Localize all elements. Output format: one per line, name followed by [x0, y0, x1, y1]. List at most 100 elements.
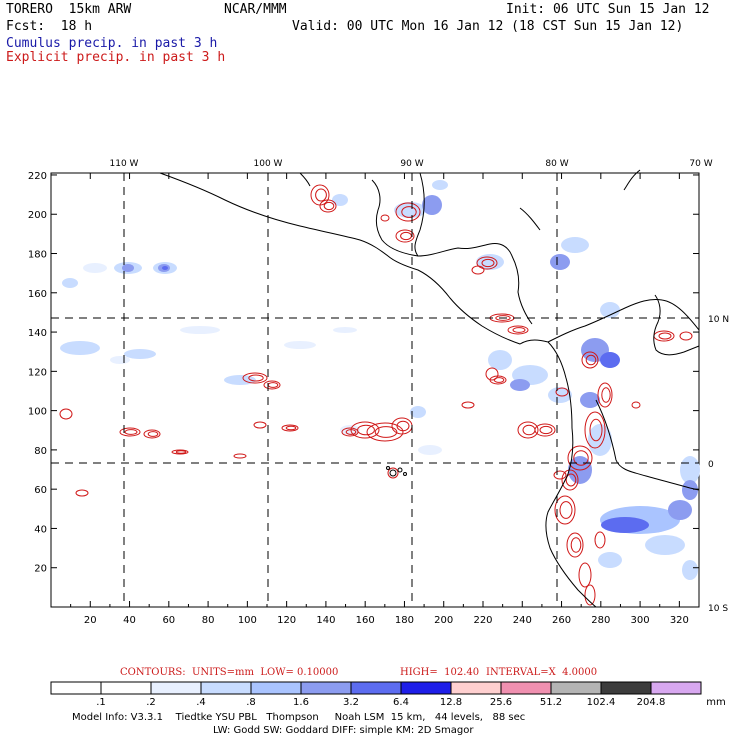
- precip-contour: [471, 265, 485, 275]
- init-time: Init: 06 UTC Sun 15 Jan 12: [506, 2, 710, 17]
- precip-cell: [60, 341, 100, 355]
- precip-contour: [517, 421, 539, 439]
- x-tick-label: 60: [162, 615, 175, 626]
- precip-contour: [242, 372, 268, 384]
- precip-contour: [143, 429, 161, 439]
- explicit-precip-contours: [59, 184, 693, 606]
- coastline: [159, 169, 700, 608]
- precip-contour-inner: [481, 258, 495, 268]
- precip-contour: [566, 532, 584, 558]
- precip-cell: [162, 266, 168, 270]
- precip-contour: [555, 387, 569, 397]
- contour-high: HIGH= 102.40: [400, 667, 480, 678]
- cumulus-precip-label: Cumulus precip. in past 3 h: [6, 36, 218, 51]
- colorbar-unit: mm: [706, 697, 726, 708]
- graticule: [51, 173, 699, 607]
- x-tick-label: 240: [513, 615, 532, 626]
- precip-contour: [341, 427, 359, 437]
- precip-cell: [488, 350, 512, 370]
- precip-contour-inner: [357, 424, 375, 436]
- colorbar-segment: [600, 681, 652, 695]
- precip-cell: [682, 560, 698, 580]
- precip-contour-inner: [345, 429, 357, 435]
- contour-info: CONTOURS: UNITS=mm LOW= 0.10000: [120, 667, 339, 678]
- precip-contour: [534, 423, 556, 437]
- precip-contour-inner: [401, 206, 417, 218]
- precip-contour: [461, 401, 475, 409]
- colorbar-label: 51.2: [539, 697, 563, 708]
- precip-contour: [75, 489, 89, 497]
- precip-contour-inner: [495, 315, 511, 321]
- precip-contour: [584, 411, 606, 449]
- x-tick-label: 300: [631, 615, 650, 626]
- footer-physics-info: LW: Godd SW: Goddard DIFF: simple KM: 2D…: [213, 725, 474, 736]
- colorbar-segment: [450, 681, 502, 695]
- precip-contour-inner: [601, 387, 611, 403]
- x-tick-label: 120: [277, 615, 296, 626]
- precip-contour: [476, 256, 498, 270]
- precip-cell: [332, 194, 348, 206]
- x-tick-label: 40: [123, 615, 136, 626]
- precip-contour-inner: [589, 418, 603, 442]
- colorbar-label: 6.4: [393, 697, 409, 708]
- x-tick-label: 260: [552, 615, 571, 626]
- precip-cell: [668, 500, 692, 520]
- y-tick-label: 60: [34, 485, 47, 496]
- precip-contour-inner: [522, 424, 536, 436]
- precip-cell: [122, 264, 134, 272]
- colorbar-label: 1.6: [293, 697, 309, 708]
- precip-contour-inner: [512, 327, 526, 333]
- precip-contour: [253, 421, 267, 429]
- galapagos-islands: [386, 466, 407, 477]
- colorbar-label: .1: [96, 697, 106, 708]
- x-tick-label: 140: [316, 615, 335, 626]
- colorbar-segment: [50, 681, 102, 695]
- x-tick-label: 100: [238, 615, 257, 626]
- precip-contour-inner: [315, 188, 327, 202]
- precip-cell: [588, 424, 612, 456]
- colorbar-segment: [350, 681, 402, 695]
- precip-contour: [387, 467, 399, 479]
- precip-cell: [580, 392, 600, 408]
- precip-contour: [561, 469, 579, 491]
- explicit-precip-label: Explicit precip. in past 3 h: [6, 50, 226, 65]
- precip-cell: [284, 341, 316, 349]
- y-tick-label: 120: [28, 367, 47, 378]
- lat-label-0: 0: [708, 460, 714, 470]
- colorbar-segment: [400, 681, 452, 695]
- cumulus-precip-shading: [60, 180, 700, 580]
- precip-contour-inner: [573, 450, 589, 466]
- y-tick-label: 220: [28, 171, 47, 182]
- precip-contour: [319, 199, 337, 213]
- x-tick-label: 220: [473, 615, 492, 626]
- precip-contour: [679, 331, 693, 341]
- contour-interval: INTERVAL=X 4.0000: [486, 667, 598, 678]
- precip-contour: [380, 214, 390, 222]
- colorbar-label: 12.8: [439, 697, 463, 708]
- y-tick-label: 160: [28, 289, 47, 300]
- precip-cell: [333, 327, 357, 333]
- x-tick-label: 180: [395, 615, 414, 626]
- forecast-hour: Fcst: 18 h: [6, 19, 93, 34]
- precip-contour: [567, 445, 593, 471]
- precip-cell: [680, 456, 700, 484]
- colorbar-segment: [150, 681, 202, 695]
- precip-cell: [410, 406, 426, 418]
- precip-contour-inner: [565, 473, 577, 487]
- precip-cell: [476, 254, 504, 270]
- precip-cell: [601, 517, 649, 533]
- y-tick-label: 80: [34, 446, 47, 457]
- colorbar-segment: [200, 681, 252, 695]
- lon-label-100w: 100 W: [254, 159, 283, 169]
- precip-contour: [553, 470, 567, 480]
- precip-cell: [124, 349, 156, 359]
- valid-time: Valid: 00 UTC Mon 16 Jan 12 (18 CST Sun …: [292, 19, 684, 34]
- precip-contour: [554, 495, 576, 525]
- precip-contour: [578, 562, 592, 588]
- colorbar-segment: [250, 681, 302, 695]
- y-tick-label: 140: [28, 328, 47, 339]
- precip-contour-inner: [175, 450, 187, 454]
- precip-cell: [548, 387, 572, 403]
- lon-label-90w: 90 W: [400, 159, 423, 169]
- y-tick-label: 100: [28, 407, 47, 418]
